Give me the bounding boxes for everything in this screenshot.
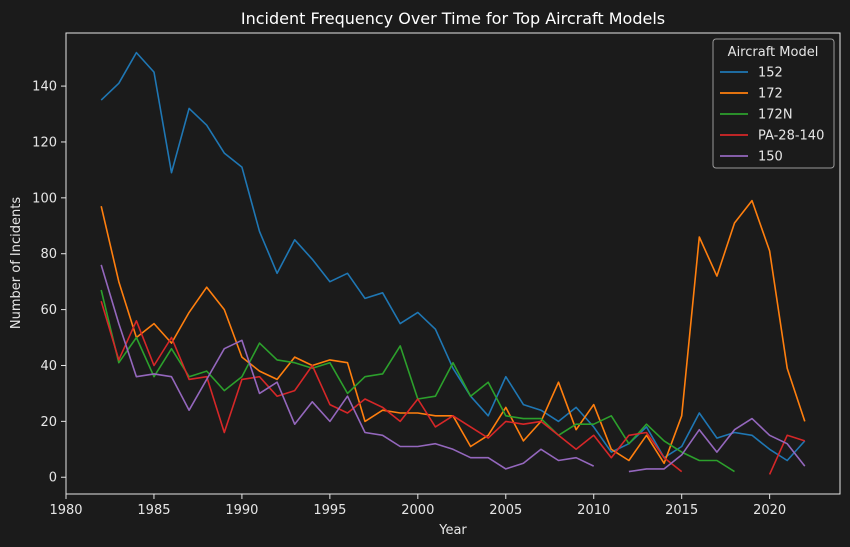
x-tick-label: 2005 — [489, 503, 522, 518]
x-axis-title: Year — [438, 523, 467, 538]
x-tick-label: 1985 — [137, 503, 170, 518]
plot-frame — [65, 32, 841, 495]
y-tick-label: 60 — [40, 303, 57, 318]
y-tick-label: 100 — [32, 191, 57, 206]
legend-title: Aircraft Model — [728, 45, 819, 60]
series-line-0 — [100, 51, 806, 462]
series-line-4 — [100, 264, 806, 473]
y-tick-label: 20 — [40, 415, 57, 430]
x-tick-label: 1990 — [225, 503, 258, 518]
x-tick-label: 2010 — [577, 503, 610, 518]
y-tick-label: 40 — [40, 359, 57, 374]
legend: Aircraft Model 152 172 172N PA-28-140 150 — [712, 38, 835, 169]
chart-title: Incident Frequency Over Time for Top Air… — [241, 9, 665, 28]
y-axis-title: Number of Incidents — [9, 197, 24, 329]
y-tick-label: 120 — [32, 135, 57, 150]
x-tick-label: 1980 — [49, 503, 82, 518]
legend-label: 150 — [758, 150, 783, 165]
series-line-3 — [100, 300, 806, 475]
x-tick-label: 2020 — [753, 503, 786, 518]
legend-label: 172 — [758, 87, 783, 102]
y-tick-label: 140 — [32, 80, 57, 95]
x-tick-label: 1995 — [313, 503, 346, 518]
x-tick-label: 2000 — [401, 503, 434, 518]
x-tick-label: 2015 — [665, 503, 698, 518]
legend-label: PA-28-140 — [758, 129, 824, 144]
legend-label: 172N — [758, 108, 793, 123]
legend-label: 152 — [758, 66, 783, 81]
y-tick-label: 80 — [40, 247, 57, 262]
y-tick-label: 0 — [49, 471, 57, 486]
